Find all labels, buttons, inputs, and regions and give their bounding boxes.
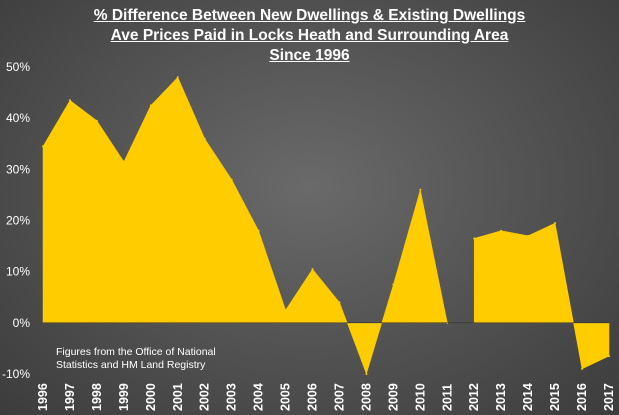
x-tick-label: 2000 bbox=[144, 383, 158, 411]
data-point-2010 bbox=[419, 188, 422, 191]
x-tick-label: 2010 bbox=[413, 383, 427, 411]
data-point-2008 bbox=[365, 373, 368, 375]
y-tick-label: 30% bbox=[6, 162, 30, 176]
data-point-2006 bbox=[311, 268, 314, 271]
x-tick-label: 2007 bbox=[332, 383, 346, 411]
data-point-2002 bbox=[203, 137, 206, 140]
area-segment-positive bbox=[42, 76, 348, 324]
x-axis: 1996 1997 1998 1999 2000 2001 2002 2003 2004 2005… bbox=[36, 383, 616, 411]
data-point-2007 bbox=[338, 301, 341, 304]
x-tick-label: 2015 bbox=[548, 383, 562, 411]
data-point-2015 bbox=[554, 222, 557, 225]
data-point-1997 bbox=[68, 99, 71, 102]
chart-title: % Difference Between New Dwellings & Exi… bbox=[0, 6, 619, 66]
x-tick-label: 1998 bbox=[90, 383, 104, 411]
data-point-2013 bbox=[500, 229, 503, 232]
data-point-1999 bbox=[122, 160, 125, 163]
x-tick-label: 2009 bbox=[386, 383, 400, 411]
y-axis: -10% 0% 10% 20% 30% 40% 50% bbox=[2, 60, 30, 381]
data-point-2001 bbox=[176, 76, 179, 79]
y-tick-label: -10% bbox=[2, 367, 30, 381]
x-tick-label: 2014 bbox=[521, 383, 535, 411]
x-tick-label: 2005 bbox=[279, 383, 293, 411]
area-segment-negative bbox=[346, 322, 383, 375]
data-point-2005 bbox=[284, 309, 287, 312]
data-point-2004 bbox=[257, 229, 260, 232]
data-point-2009 bbox=[392, 283, 395, 286]
data-point-1996 bbox=[42, 145, 44, 148]
y-tick-label: 40% bbox=[6, 111, 30, 125]
data-point-2000 bbox=[149, 104, 152, 107]
data-point-2014 bbox=[527, 234, 530, 237]
y-tick-label: 0% bbox=[13, 316, 31, 330]
source-note: Figures from the Office of National Stat… bbox=[56, 346, 216, 371]
data-point-2012 bbox=[473, 237, 476, 240]
x-tick-label: 2011 bbox=[440, 384, 454, 411]
y-tick-label: 20% bbox=[6, 214, 30, 228]
x-tick-label: 2002 bbox=[198, 383, 212, 411]
x-tick-label: 2006 bbox=[306, 383, 320, 411]
x-tick-label: 2017 bbox=[602, 383, 616, 411]
x-tick-label: 2012 bbox=[467, 383, 481, 411]
data-point-2016 bbox=[581, 367, 584, 370]
source-note-line-1: Figures from the Office of National bbox=[56, 346, 216, 358]
data-area-group bbox=[42, 76, 610, 375]
y-tick-label: 50% bbox=[6, 60, 30, 74]
x-tick-label: 1997 bbox=[63, 383, 77, 411]
area-segment-positive bbox=[473, 222, 574, 324]
chart-title-line-1: % Difference Between New Dwellings & Exi… bbox=[93, 7, 526, 24]
x-tick-label: 2001 bbox=[171, 383, 185, 411]
x-tick-label: 1999 bbox=[117, 383, 131, 411]
x-tick-label: 2003 bbox=[225, 383, 239, 411]
chart-title-line-3: Since 1996 bbox=[269, 47, 350, 64]
chart-title-line-2: Ave Prices Paid in Locks Heath and Surro… bbox=[110, 27, 509, 44]
area-segment-positive bbox=[381, 189, 448, 324]
x-tick-label: 2004 bbox=[252, 383, 266, 411]
x-tick-label: 2008 bbox=[359, 383, 373, 411]
area-segment-negative bbox=[573, 322, 610, 370]
source-note-line-2: Statistics and HM Land Registry bbox=[56, 359, 206, 371]
data-point-1998 bbox=[95, 119, 98, 122]
data-point-2003 bbox=[230, 178, 233, 181]
x-tick-label: 2013 bbox=[494, 383, 508, 411]
x-tick-label: 1996 bbox=[36, 383, 50, 411]
x-tick-label: 2016 bbox=[575, 383, 589, 411]
data-point-2017 bbox=[608, 355, 610, 358]
y-tick-label: 10% bbox=[6, 265, 30, 279]
